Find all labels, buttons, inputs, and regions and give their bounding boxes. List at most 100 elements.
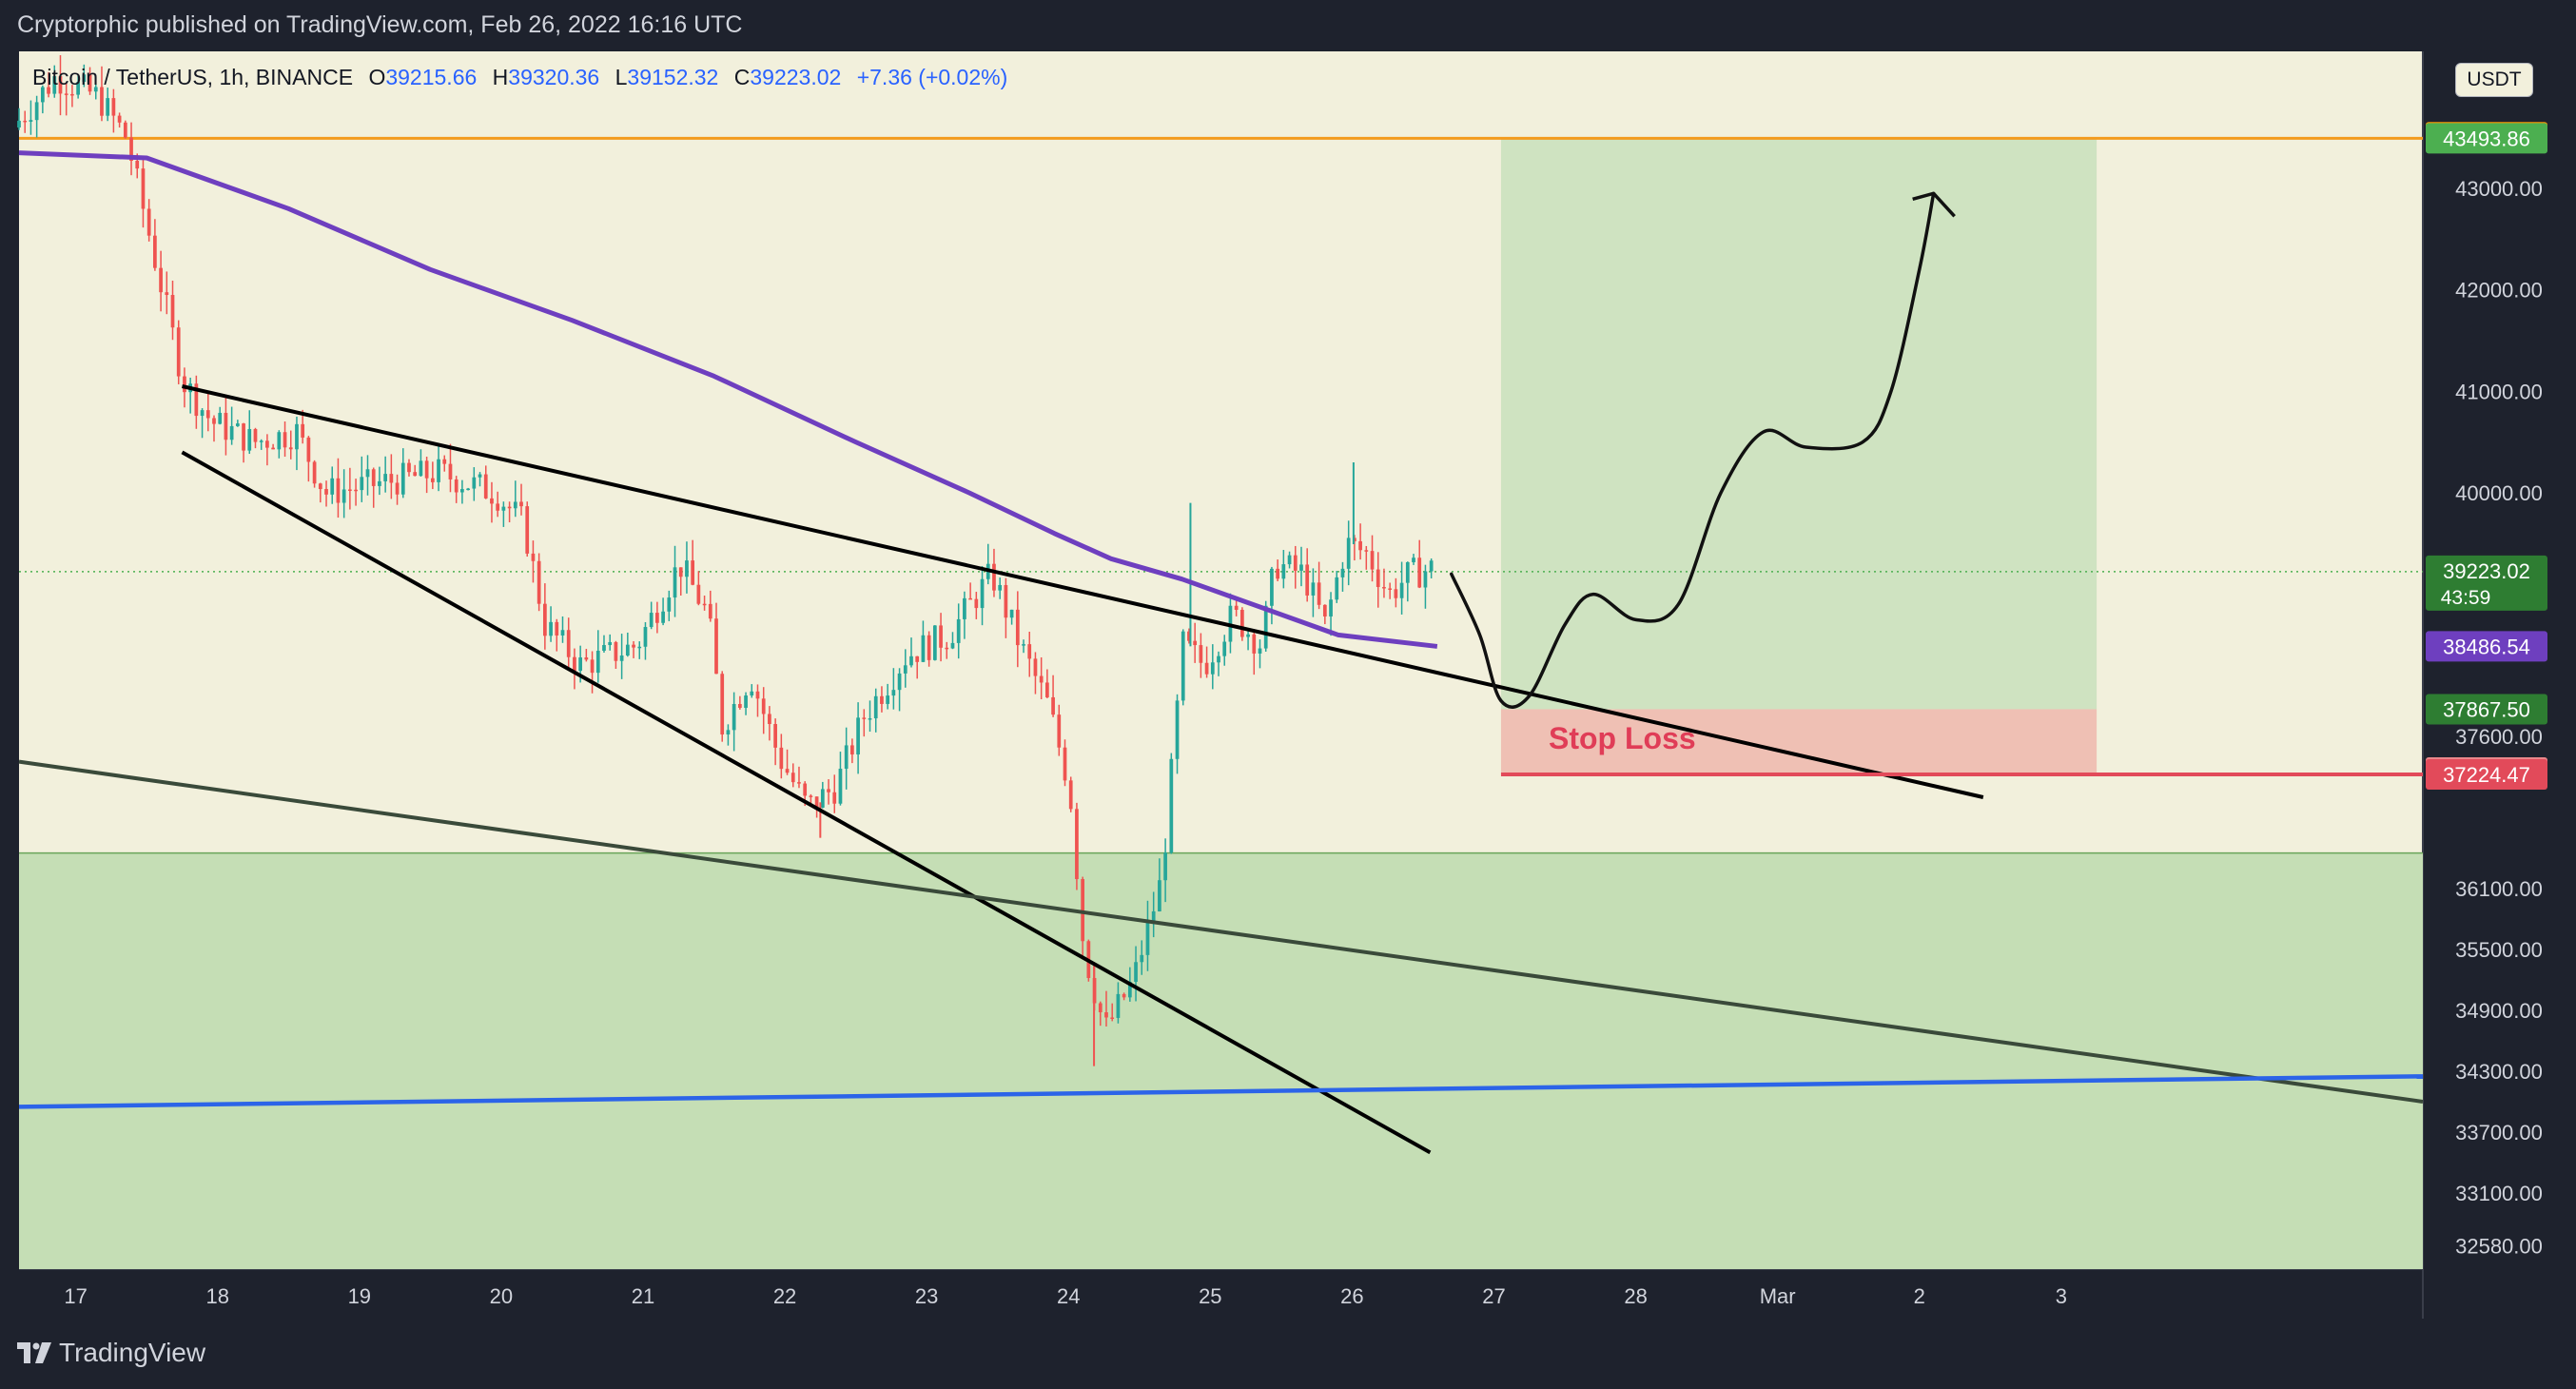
candle-body [980, 578, 985, 609]
candle-body [348, 489, 352, 491]
symbol-legend[interactable]: Bitcoin / TetherUS, 1h, BINANCE O39215.6… [32, 65, 1007, 90]
candle-body [301, 423, 305, 438]
candle-body [827, 789, 830, 792]
candle-body [820, 789, 825, 808]
candle-body [1151, 910, 1156, 922]
candle-body [956, 618, 961, 643]
candle-body [1104, 1012, 1108, 1018]
candle-body [318, 483, 322, 490]
candle-body [141, 168, 146, 209]
candle-body [354, 489, 358, 492]
x-tick-label: 27 [1482, 1284, 1505, 1308]
candle-body [117, 115, 122, 123]
candle-body [1098, 1003, 1103, 1013]
candle-body [649, 613, 654, 628]
candle-body [602, 645, 606, 652]
candle-body [1252, 634, 1257, 654]
candle-body [1329, 599, 1333, 616]
candle-body [868, 718, 872, 720]
time-axis[interactable] [0, 1269, 2423, 1319]
candle-body [47, 87, 50, 94]
y-axis-ticks: 43000.00 42000.00 41000.00 40000.00 37600.00… [2455, 177, 2543, 1258]
open-label: O [368, 65, 386, 89]
symbol-name[interactable]: Bitcoin / TetherUS, 1h, BINANCE [32, 65, 354, 89]
candle-body [838, 769, 843, 804]
price-label-badge [2426, 123, 2547, 154]
candle-body [537, 560, 541, 604]
candle-body [194, 383, 199, 417]
candle-body [974, 598, 979, 609]
candle-body [1004, 584, 1008, 618]
candle-body [58, 76, 63, 94]
candle-body [1110, 1017, 1115, 1019]
y-tick-label: 37600.00 [2455, 725, 2543, 749]
candle-body [625, 644, 630, 656]
candle-body [891, 690, 896, 696]
candle-body [1417, 558, 1422, 588]
candle-body [378, 480, 381, 486]
candle-body [1027, 644, 1032, 659]
candle-body [1199, 645, 1203, 663]
candle-body [271, 447, 275, 450]
candle-body [909, 655, 913, 666]
y-tick-label: 32580.00 [2455, 1234, 2543, 1258]
x-tick-label: 24 [1057, 1284, 1080, 1308]
candle-body [720, 674, 725, 735]
price-label-text: 43493.86 [2443, 127, 2530, 150]
candle-body [862, 717, 867, 719]
candle-body [1335, 577, 1339, 600]
x-tick-label: 25 [1199, 1284, 1221, 1308]
candle-body [1210, 662, 1215, 675]
candle-body [490, 498, 494, 504]
y-tick-label: 34300.00 [2455, 1060, 2543, 1084]
candle-body [1412, 558, 1415, 562]
candle-body [732, 703, 736, 731]
candle-body [803, 783, 808, 796]
x-tick-label: 23 [915, 1284, 938, 1308]
candle-body [1063, 747, 1067, 781]
candle-body [212, 418, 216, 424]
candle-body [932, 625, 937, 660]
candle-body [673, 567, 677, 598]
candle-body [76, 82, 80, 95]
candle-body [496, 503, 500, 511]
candle-body [856, 717, 860, 755]
candle-body [200, 410, 205, 417]
candle-body [945, 647, 949, 650]
footer-bar [0, 1319, 2576, 1389]
candle-body [1305, 564, 1310, 596]
candle-body [968, 597, 972, 600]
tradingview-brand-text: TradingView [59, 1338, 206, 1367]
zones-layer [19, 138, 2423, 1269]
candle-body [903, 665, 907, 674]
close-label: C [733, 65, 751, 89]
candle-body [371, 469, 376, 486]
candle-body [1051, 696, 1055, 715]
y-tick-label: 40000.00 [2455, 481, 2543, 505]
candle-body [790, 773, 795, 783]
candle-body [170, 295, 175, 328]
publisher-text: Cryptorphic published on TradingView.com… [17, 11, 743, 38]
candle-body [1263, 605, 1268, 649]
candle-body [64, 93, 68, 95]
candle-body [454, 479, 459, 493]
price-axis[interactable] [2423, 51, 2576, 1319]
lines-layer [19, 136, 2423, 573]
candle-body [1015, 609, 1020, 646]
candle-body [797, 782, 801, 784]
currency-button[interactable]: USDT [2455, 63, 2533, 97]
candle-body [549, 621, 553, 636]
tradingview-logo[interactable]: TradingView [17, 1338, 205, 1368]
y-tick-label: 36100.00 [2455, 877, 2543, 901]
candle-body [1382, 587, 1386, 589]
candle-body [619, 655, 624, 661]
candle-body [17, 120, 21, 127]
x-tick-label: 28 [1624, 1284, 1647, 1308]
candle-body [288, 447, 293, 450]
candle-body [850, 745, 854, 755]
candle-body [702, 603, 707, 606]
candle-body [360, 477, 364, 491]
candle-body [779, 747, 784, 770]
price-label-badge [2426, 759, 2547, 791]
